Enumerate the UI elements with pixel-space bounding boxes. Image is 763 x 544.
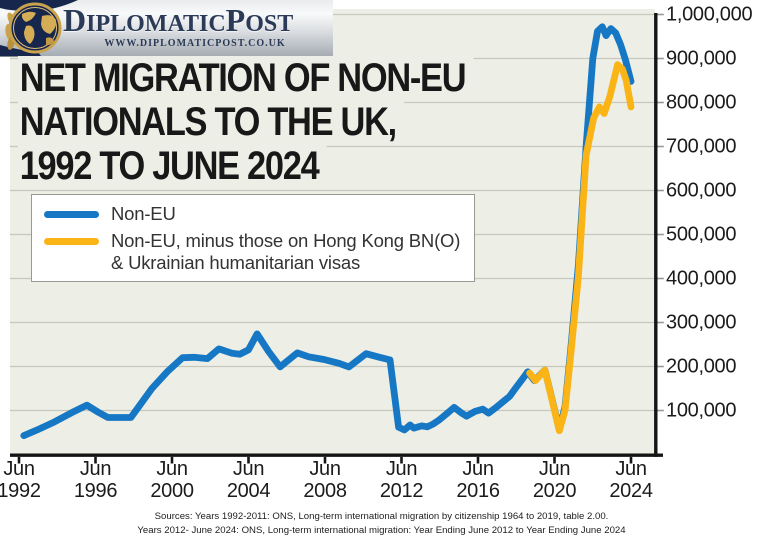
chart-title: NET MIGRATION OF NON-EU NATIONALS TO THE… (18, 56, 548, 188)
legend-label-non-eu: Non-EU (111, 203, 176, 224)
x-axis-label: Jun 2000 (150, 458, 194, 502)
brand-title: DIPLOMATICPOST (63, 2, 294, 38)
y-axis-label: 700,000 (666, 135, 737, 157)
y-axis-label: 800,000 (666, 91, 737, 113)
x-axis-label-year: 1992 (0, 480, 41, 502)
y-axis-label: 300,000 (666, 311, 737, 333)
x-axis-label-month: Jun (309, 458, 341, 480)
x-axis-label-month: Jun (79, 458, 112, 480)
chart-title-line-2: NATIONALS TO THE UK, (18, 100, 405, 144)
legend-label-minus-visas-line-1: Non-EU, minus those on Hong Kong BN(O) (111, 230, 461, 251)
x-axis-label: Jun 1992 (0, 459, 41, 501)
legend: Non-EU Non-EU, minus those on Hong Kong … (31, 194, 476, 282)
x-axis-label-month: Jun (156, 458, 188, 480)
x-axis-label: Jun 2008 (303, 458, 347, 502)
chart-title-line-1: NET MIGRATION OF NON-EU (18, 56, 474, 100)
non-eu-line-swatch (44, 211, 99, 218)
x-axis-label-year: 2004 (226, 480, 271, 502)
x-axis-label-year: 2016 (456, 480, 500, 502)
y-axis-label: 1,000,000 (666, 3, 753, 25)
x-axis-label: Jun 1996 (73, 458, 118, 502)
x-axis-label: Jun 2016 (456, 458, 500, 502)
source-note-line-2: Years 2012- June 2024: ONS, Long-term in… (137, 525, 626, 536)
legend-item-non-eu-minus-visas: Non-EU, minus those on Hong Kong BN(O) &… (44, 230, 460, 274)
x-axis-label-year: 2012 (379, 480, 424, 502)
y-axis-label: 900,000 (666, 47, 737, 69)
x-axis-label-month: Jun (232, 458, 265, 480)
x-axis-label-month: Jun (3, 458, 35, 480)
non-eu-minus-visas-line (526, 61, 635, 435)
y-axis-label: 500,000 (666, 223, 737, 245)
x-axis-label-year: 2020 (532, 480, 577, 502)
y-axis-label: 400,000 (666, 267, 737, 289)
x-axis-label: Jun 2024 (609, 458, 653, 502)
x-axis-label-year: 2000 (150, 480, 194, 502)
globe-laurel-icon (0, 0, 78, 56)
x-axis-label-year: 2008 (303, 480, 347, 502)
legend-item-non-eu: Non-EU (44, 203, 460, 225)
y-axis-label: 600,000 (666, 179, 737, 201)
x-axis-label: Jun 2020 (532, 458, 577, 502)
source-note-line-1: Sources: Years 1992-2011: ONS, Long-term… (154, 511, 609, 522)
x-axis-label-month: Jun (538, 458, 571, 480)
x-axis-label: Jun 2012 (379, 458, 424, 502)
x-axis-label-month: Jun (615, 458, 647, 480)
x-axis-label: Jun 2004 (226, 458, 271, 502)
x-axis-label-month: Jun (385, 458, 418, 480)
x-axis-label-year: 1996 (73, 480, 118, 502)
header-banner: DIPLOMATICPOST WWW.DIPLOMATICPOST.CO.UK (0, 0, 333, 57)
non-eu-minus-visas-line-swatch (44, 238, 99, 245)
x-axis-label-month: Jun (462, 458, 494, 480)
chart-title-line-3: 1992 TO JUNE 2024 (18, 144, 328, 188)
legend-label-minus-visas-line-2: & Ukrainian humanitarian visas (111, 252, 361, 273)
x-axis-label-year: 2024 (609, 480, 653, 502)
brand-url: WWW.DIPLOMATICPOST.CO.UK (104, 38, 286, 49)
y-axis-label: 100,000 (666, 399, 737, 421)
y-axis-label: 200,000 (666, 355, 737, 377)
